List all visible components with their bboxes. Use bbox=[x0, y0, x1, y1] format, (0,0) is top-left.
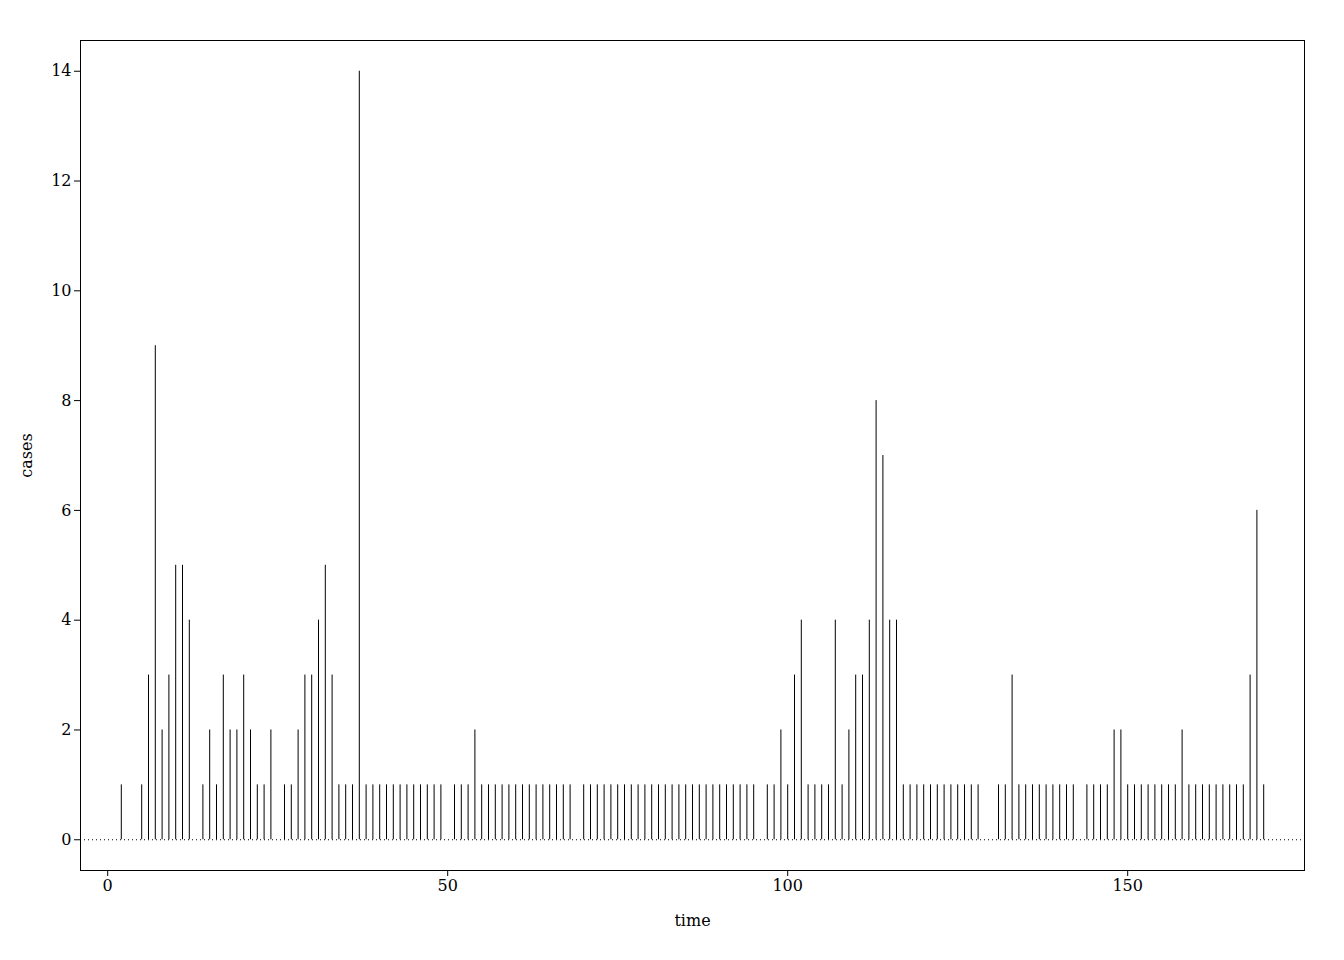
svg-text:100: 100 bbox=[772, 876, 803, 895]
svg-text:12: 12 bbox=[51, 171, 71, 190]
svg-text:14: 14 bbox=[51, 61, 71, 80]
svg-text:6: 6 bbox=[61, 501, 71, 520]
svg-text:cases: cases bbox=[17, 433, 36, 477]
svg-text:0: 0 bbox=[103, 876, 113, 895]
svg-text:50: 50 bbox=[438, 876, 458, 895]
svg-text:8: 8 bbox=[61, 391, 71, 410]
svg-text:2: 2 bbox=[61, 720, 71, 739]
svg-text:0: 0 bbox=[61, 830, 71, 849]
svg-text:10: 10 bbox=[51, 281, 71, 300]
svg-text:150: 150 bbox=[1112, 876, 1143, 895]
svg-text:time: time bbox=[674, 911, 710, 930]
svg-text:4: 4 bbox=[61, 610, 71, 629]
